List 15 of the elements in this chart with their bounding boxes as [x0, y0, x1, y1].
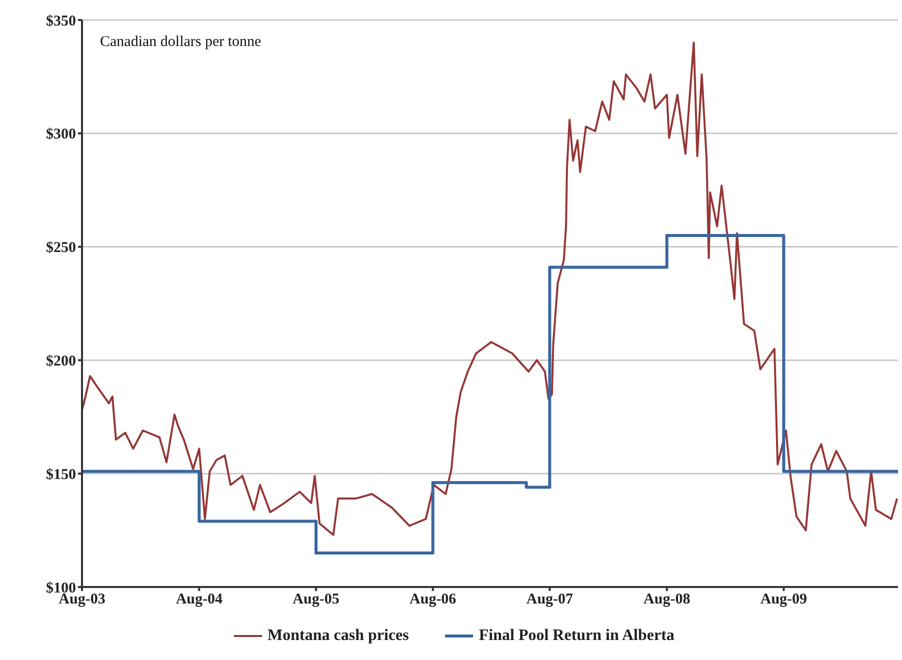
y-tick-label: $200: [46, 354, 76, 370]
x-tick-label: Aug-07: [526, 592, 574, 608]
y-tick-label: $250: [46, 240, 76, 256]
x-tick-label: Aug-04: [176, 592, 223, 608]
y-tick-label: $350: [46, 13, 76, 30]
legend-label: Final Pool Return in Alberta: [478, 627, 674, 645]
x-tick-label: Aug-05: [292, 592, 340, 608]
y-tick-label: $300: [46, 126, 76, 143]
x-tick-label: Aug-06: [410, 592, 457, 608]
x-tick-label: Aug-08: [644, 592, 690, 608]
annotation: Canadian dollars per tonne: [100, 34, 262, 51]
y-tick-label: $150: [46, 466, 76, 483]
x-tick-label: Aug-03: [58, 592, 106, 608]
x-tick-label: Aug-09: [760, 592, 808, 608]
legend-label: Montana cash prices: [268, 627, 409, 645]
